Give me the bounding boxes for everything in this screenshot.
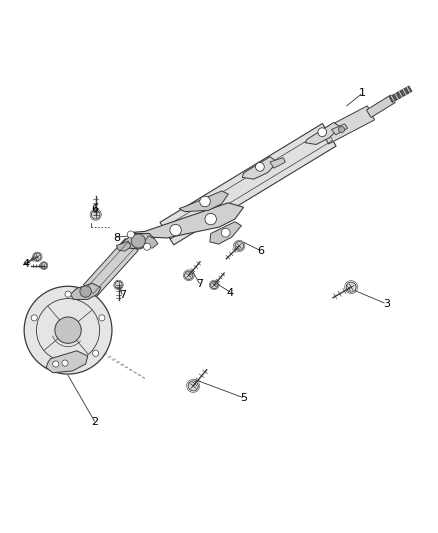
Circle shape: [317, 128, 326, 136]
Circle shape: [188, 381, 198, 391]
Polygon shape: [331, 124, 347, 135]
Text: 6: 6: [91, 205, 98, 214]
Circle shape: [127, 231, 134, 238]
Circle shape: [80, 286, 91, 297]
Text: 3: 3: [382, 299, 389, 309]
Polygon shape: [145, 236, 158, 248]
Circle shape: [91, 211, 100, 219]
Text: 6: 6: [257, 246, 264, 256]
Circle shape: [53, 361, 59, 367]
Polygon shape: [389, 86, 411, 102]
Circle shape: [338, 126, 344, 133]
Circle shape: [143, 243, 150, 251]
Polygon shape: [46, 351, 88, 373]
Circle shape: [234, 241, 243, 250]
Polygon shape: [209, 222, 241, 244]
Circle shape: [41, 263, 47, 269]
Polygon shape: [116, 241, 131, 251]
Circle shape: [62, 360, 68, 366]
Polygon shape: [134, 203, 243, 238]
Circle shape: [170, 224, 181, 236]
Circle shape: [99, 315, 105, 321]
Circle shape: [184, 271, 193, 279]
Polygon shape: [122, 233, 154, 249]
Text: 2: 2: [91, 417, 98, 427]
Circle shape: [221, 228, 230, 237]
Text: 7: 7: [196, 279, 203, 289]
Polygon shape: [366, 95, 394, 117]
Text: 1: 1: [358, 88, 365, 98]
Text: 4: 4: [226, 288, 233, 298]
Circle shape: [31, 315, 37, 321]
Circle shape: [55, 317, 81, 343]
Circle shape: [346, 282, 355, 292]
Circle shape: [24, 286, 112, 374]
Circle shape: [210, 281, 217, 288]
Text: 7: 7: [119, 290, 126, 300]
Polygon shape: [321, 106, 374, 144]
Text: 5: 5: [240, 393, 247, 403]
Polygon shape: [159, 124, 336, 245]
Circle shape: [92, 350, 99, 357]
Circle shape: [205, 213, 216, 225]
Circle shape: [65, 291, 71, 297]
Circle shape: [131, 234, 145, 248]
Text: 4: 4: [23, 260, 30, 269]
Polygon shape: [304, 123, 339, 144]
Polygon shape: [83, 239, 138, 296]
Polygon shape: [242, 157, 277, 179]
Polygon shape: [269, 158, 285, 168]
Circle shape: [34, 253, 41, 261]
Text: 8: 8: [113, 233, 120, 243]
Circle shape: [115, 281, 122, 288]
Polygon shape: [179, 191, 228, 212]
Circle shape: [255, 163, 264, 171]
Polygon shape: [70, 283, 101, 300]
Circle shape: [199, 196, 210, 207]
